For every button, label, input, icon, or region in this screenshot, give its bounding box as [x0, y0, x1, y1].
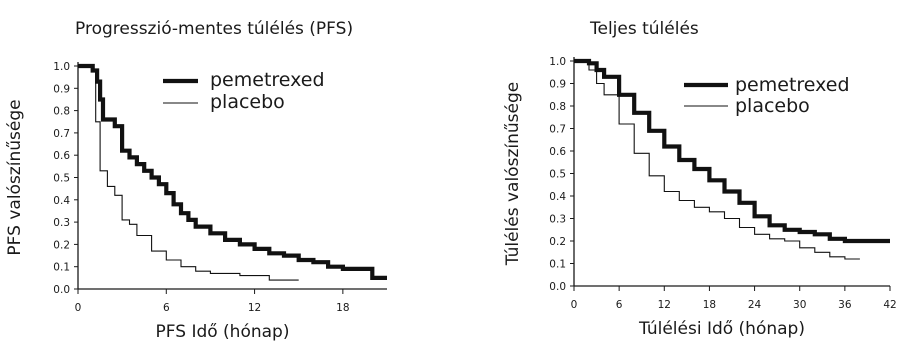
y-tick-label: 0.5	[53, 173, 70, 185]
series-line-placebo	[574, 60, 860, 260]
x-axis-label: Túlélési Idő (hónap)	[638, 319, 805, 339]
y-tick-label: 0.8	[549, 101, 566, 113]
y-axis-label: Túlélés valószínűsége	[503, 82, 523, 266]
y-tick-label: 1.0	[549, 56, 566, 68]
series-line-pemetrexed	[574, 58, 890, 244]
y-tick-label: 0.0	[53, 284, 70, 296]
y-tick-label: 0.9	[53, 83, 70, 95]
x-tick-label: 0	[571, 299, 578, 311]
x-tick-label: 12	[658, 299, 671, 311]
series-line-placebo	[78, 65, 299, 281]
y-tick-label: 0.2	[549, 236, 566, 248]
series-line-pemetrexed	[78, 63, 387, 280]
legend-label-pemetrexed: pemetrexed	[735, 74, 850, 96]
x-tick-label: 24	[748, 299, 762, 311]
y-tick-label: 0.3	[549, 214, 566, 226]
y-tick-label: 0.1	[549, 259, 566, 271]
y-tick-label: 0.2	[53, 239, 70, 251]
y-tick-label: 0.8	[53, 106, 70, 118]
chart-title: Teljes túlélés	[589, 19, 699, 39]
y-tick-label: 0.1	[53, 262, 70, 274]
x-tick-label: 18	[703, 299, 716, 311]
x-tick-label: 6	[163, 302, 170, 314]
y-tick-label: 0.9	[549, 79, 566, 91]
y-tick-label: 0.4	[549, 191, 566, 203]
x-tick-label: 6	[616, 299, 623, 311]
x-tick-label: 18	[336, 302, 349, 314]
y-axis-label: PFS valószínűsége	[5, 99, 25, 255]
y-tick-label: 0.4	[53, 195, 70, 207]
y-tick-label: 0.0	[549, 281, 566, 293]
pfs-chart-panel: Progresszió-mentes túlélés (PFS) 0.0 0.1 0.…	[5, 19, 387, 342]
y-tick-label: 0.6	[53, 150, 70, 162]
y-tick-label: 0.6	[549, 146, 566, 158]
y-tick-label: 0.7	[53, 128, 70, 140]
legend-label-pemetrexed: pemetrexed	[210, 69, 325, 91]
os-chart-panel: Teljes túlélés 0.0 0.1 0.2 0.3 0.4 0.5 0.6 0.7 0.…	[503, 19, 897, 339]
x-axis-label: PFS Idő (hónap)	[156, 322, 290, 342]
chart-title: Progresszió-mentes túlélés (PFS)	[75, 19, 353, 39]
y-tick-label: 0.3	[53, 217, 70, 229]
x-tick-label: 42	[883, 299, 896, 311]
legend-label-placebo: placebo	[735, 95, 810, 117]
x-tick-label: 36	[838, 299, 852, 311]
x-tick-label: 12	[248, 302, 261, 314]
y-tick-label: 0.5	[549, 169, 566, 181]
x-tick-label: 30	[793, 299, 806, 311]
y-tick-label: 1.0	[53, 61, 70, 73]
y-tick-label: 0.7	[549, 124, 566, 136]
legend-label-placebo: placebo	[210, 91, 285, 113]
x-tick-label: 0	[75, 302, 82, 314]
